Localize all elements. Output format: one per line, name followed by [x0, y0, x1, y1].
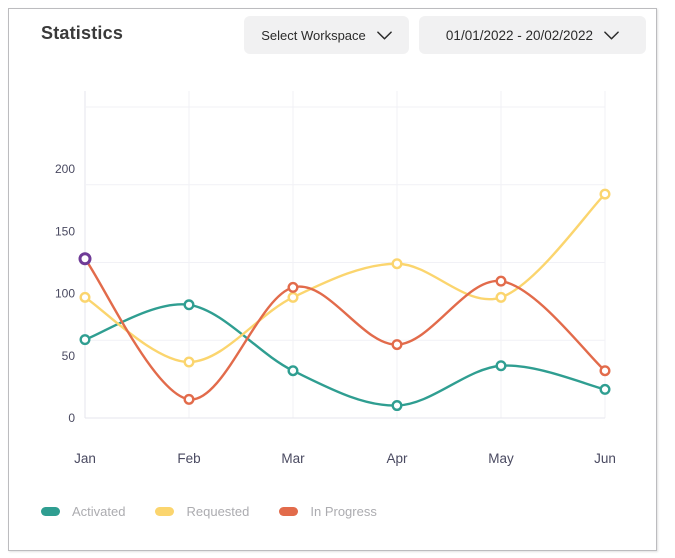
page-title: Statistics: [41, 23, 124, 43]
y-axis-tick-label: 0: [68, 411, 75, 425]
workspace-dropdown[interactable]: Select Workspace: [244, 16, 409, 54]
date-range-dropdown-label: 01/01/2022 - 20/02/2022: [445, 27, 594, 43]
legend-swatch-requested: [155, 507, 175, 516]
data-point-in-progress-jan[interactable]: [78, 252, 92, 266]
data-point-in-progress-apr[interactable]: [391, 339, 403, 351]
x-axis-tick-label: May: [488, 451, 514, 466]
x-axis-tick-label: Feb: [177, 451, 200, 466]
data-point-activated-mar[interactable]: [287, 365, 299, 377]
chart-legend: Activated Requested In Progress: [41, 504, 377, 519]
y-axis-tick-label: 100: [55, 287, 75, 301]
legend-item-activated[interactable]: Activated: [41, 504, 125, 519]
y-axis-tick-label: 200: [55, 162, 75, 176]
data-point-activated-jan[interactable]: [79, 334, 91, 346]
date-range-dropdown[interactable]: 01/01/2022 - 20/02/2022: [419, 16, 646, 54]
data-point-activated-feb[interactable]: [183, 299, 195, 311]
data-point-in-progress-mar[interactable]: [287, 281, 299, 293]
data-point-in-progress-jun[interactable]: [599, 365, 611, 377]
series-line-requested: [83, 192, 607, 364]
legend-item-requested[interactable]: Requested: [155, 504, 249, 519]
y-axis-tick-label: 150: [55, 224, 75, 238]
data-point-requested-feb[interactable]: [183, 356, 195, 368]
data-point-in-progress-may[interactable]: [495, 275, 507, 287]
data-point-activated-apr[interactable]: [391, 400, 403, 412]
chevron-down-icon: [376, 30, 392, 40]
series-line-activated: [83, 303, 607, 407]
chevron-down-icon: [604, 30, 619, 40]
workspace-dropdown-label: Select Workspace: [261, 27, 366, 43]
series-line-in-progress: [83, 257, 607, 401]
x-axis-tick-label: Mar: [281, 451, 305, 466]
legend-label: Requested: [186, 504, 250, 519]
y-axis-tick-label: 50: [62, 349, 76, 363]
statistics-card: Statistics Select Workspace 01/01/2022 -…: [8, 8, 657, 551]
data-point-requested-apr[interactable]: [391, 258, 403, 270]
data-point-requested-mar[interactable]: [287, 291, 299, 303]
x-axis-tick-label: Apr: [386, 451, 408, 466]
chart-area: 0 50 100 150 200 Jan Feb Mar Apr May Jun: [9, 9, 658, 552]
legend-swatch-activated: [41, 507, 60, 516]
data-point-requested-jan[interactable]: [79, 291, 91, 303]
data-point-requested-jun[interactable]: [599, 188, 611, 200]
x-axis-tick-label: Jan: [74, 451, 96, 466]
legend-label: In Progress: [310, 504, 377, 519]
legend-item-in-progress[interactable]: In Progress: [279, 504, 377, 519]
chart-svg: 0 50 100 150 200 Jan Feb Mar Apr May Jun: [55, 91, 616, 466]
legend-swatch-in-progress: [279, 507, 299, 516]
data-point-in-progress-feb[interactable]: [183, 393, 195, 405]
x-axis-tick-label: Jun: [594, 451, 616, 466]
data-point-requested-may[interactable]: [495, 291, 507, 303]
legend-label: Activated: [72, 504, 126, 519]
data-point-activated-may[interactable]: [495, 360, 507, 372]
data-point-activated-jun[interactable]: [599, 383, 611, 395]
